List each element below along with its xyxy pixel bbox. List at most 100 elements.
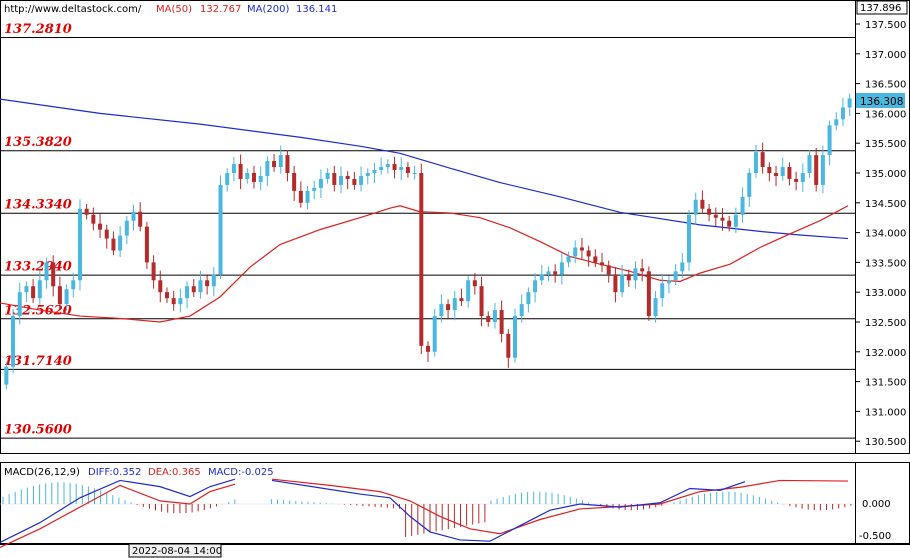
candle-body-bear — [164, 292, 169, 299]
candle-body-bear — [91, 214, 96, 224]
candle-body-bull — [118, 235, 123, 251]
candle-body-bear — [814, 155, 819, 185]
ma50-value: 132.767 — [200, 4, 241, 15]
candle-body-bull — [740, 196, 745, 215]
candle-body-bull — [359, 175, 364, 185]
candle-body-bull — [185, 286, 190, 299]
candle-body-bear — [713, 214, 718, 218]
price-tick-label: 133.500 — [865, 258, 906, 269]
candle-body-bear — [626, 274, 631, 281]
candle-body-bear — [727, 220, 732, 227]
candle-body-bull — [633, 268, 638, 281]
candle-body-bear — [774, 173, 779, 176]
candle-body-bear — [486, 316, 491, 322]
candle-body-bull — [178, 298, 183, 305]
candle-body-bull — [747, 173, 752, 197]
ma50-line — [0, 205, 849, 323]
candle-body-bull — [660, 283, 665, 299]
candle-body-bull — [526, 292, 531, 305]
candle-body-bear — [499, 310, 504, 334]
candle-body-bear — [98, 223, 103, 230]
candle-body-bull — [573, 247, 578, 257]
support-resistance-levels: 137.2810135.3820134.3340133.2940132.5620… — [0, 22, 855, 439]
candle-body-bull — [245, 173, 250, 179]
candle-body-bear — [593, 256, 598, 263]
candle-body-bear — [646, 271, 651, 317]
candle-body-bull — [492, 310, 497, 322]
candle-body-bear — [285, 155, 290, 173]
candle-body-bull — [225, 173, 230, 185]
candle-body-bull — [4, 366, 9, 385]
ma200-line — [0, 98, 849, 240]
ma200-label: MA(200) — [247, 4, 289, 15]
candle-body-bull — [680, 262, 685, 272]
candle-body-bull — [466, 280, 471, 302]
candle-body-bear — [760, 152, 765, 168]
current-price-badge — [856, 93, 905, 108]
top-price-value: 137.896 — [860, 3, 901, 14]
current-price-value: 136.308 — [860, 96, 903, 108]
candle-body-bull — [37, 280, 42, 299]
level-label: 137.2810 — [4, 22, 72, 37]
price-tick-label: 136.500 — [865, 80, 906, 91]
candle-body-bull — [546, 271, 551, 275]
candle-body-bull — [847, 98, 852, 108]
candle-body-bull — [539, 274, 544, 281]
ma50-line-group — [0, 205, 849, 323]
price-tick-label: 131.500 — [865, 378, 906, 389]
candle-body-bear — [251, 173, 256, 182]
candle-body-bull — [231, 164, 236, 173]
candle-body-bear — [158, 280, 163, 293]
candle-body-bull — [258, 175, 263, 182]
top-price-box — [856, 0, 908, 15]
candle-body-bear — [151, 262, 156, 281]
price-tick-label: 134.500 — [865, 199, 906, 210]
candle-body-bear — [332, 173, 337, 185]
candle-body-bear — [84, 208, 89, 215]
level-label: 131.7140 — [4, 354, 72, 369]
candle-body-bull — [278, 155, 283, 168]
candle-body-bear — [459, 298, 464, 302]
price-tick-label: 137.000 — [865, 50, 906, 61]
price-tick-label: 134.000 — [865, 229, 906, 240]
price-tick-label: 135.000 — [865, 169, 906, 180]
candle-body-bull — [372, 170, 377, 173]
macd-diff-label: DIFF:0.352 — [88, 467, 141, 478]
price-axis-ticks: 137.500 137.000 136.500 136.000 135.500 135.0… — [855, 20, 906, 448]
candle-body-bear — [472, 280, 477, 287]
candle-body-bear — [51, 262, 56, 287]
macd-dea-label: DEA:0.365 — [148, 467, 201, 478]
candle-body-bull — [24, 286, 29, 293]
candle-body-bear — [586, 250, 591, 257]
candle-body-bull — [365, 173, 370, 176]
candle-body-bull — [687, 214, 692, 263]
candle-body-bull — [211, 274, 216, 287]
macd-dea-line-2 — [271, 478, 849, 535]
candle-body-bull — [399, 167, 404, 171]
candle-body-bull — [566, 256, 571, 263]
macd-diff-line-2 — [271, 479, 746, 542]
level-label: 133.2940 — [4, 260, 72, 275]
price-tick-label: 131.000 — [865, 407, 906, 418]
candle-body-bull — [124, 220, 129, 236]
candle-body-bull — [71, 280, 76, 290]
candle-body-bull — [840, 107, 845, 120]
candle-body-bull — [666, 280, 671, 284]
macd-tick-zero: 0.000 — [862, 499, 891, 510]
candle-body-bear — [205, 280, 210, 287]
candle-body-bear — [579, 247, 584, 251]
candle-body-bull — [131, 211, 136, 221]
candle-body-bear — [352, 178, 357, 185]
level-label: 130.5600 — [4, 423, 72, 438]
candle-body-bull — [834, 119, 839, 126]
candle-body-bull — [513, 316, 518, 358]
candle-body-bear — [767, 167, 772, 173]
candle-body-bear — [419, 173, 424, 346]
candle-body-bear — [272, 161, 277, 168]
candle-body-bull — [198, 280, 203, 293]
candle-body-bull — [807, 155, 812, 173]
candle-body-bull — [305, 190, 310, 203]
site-url[interactable]: http://www.deltastock.com/ — [4, 4, 142, 15]
candle-body-bear — [553, 271, 558, 275]
candle-body-bull — [318, 178, 323, 188]
